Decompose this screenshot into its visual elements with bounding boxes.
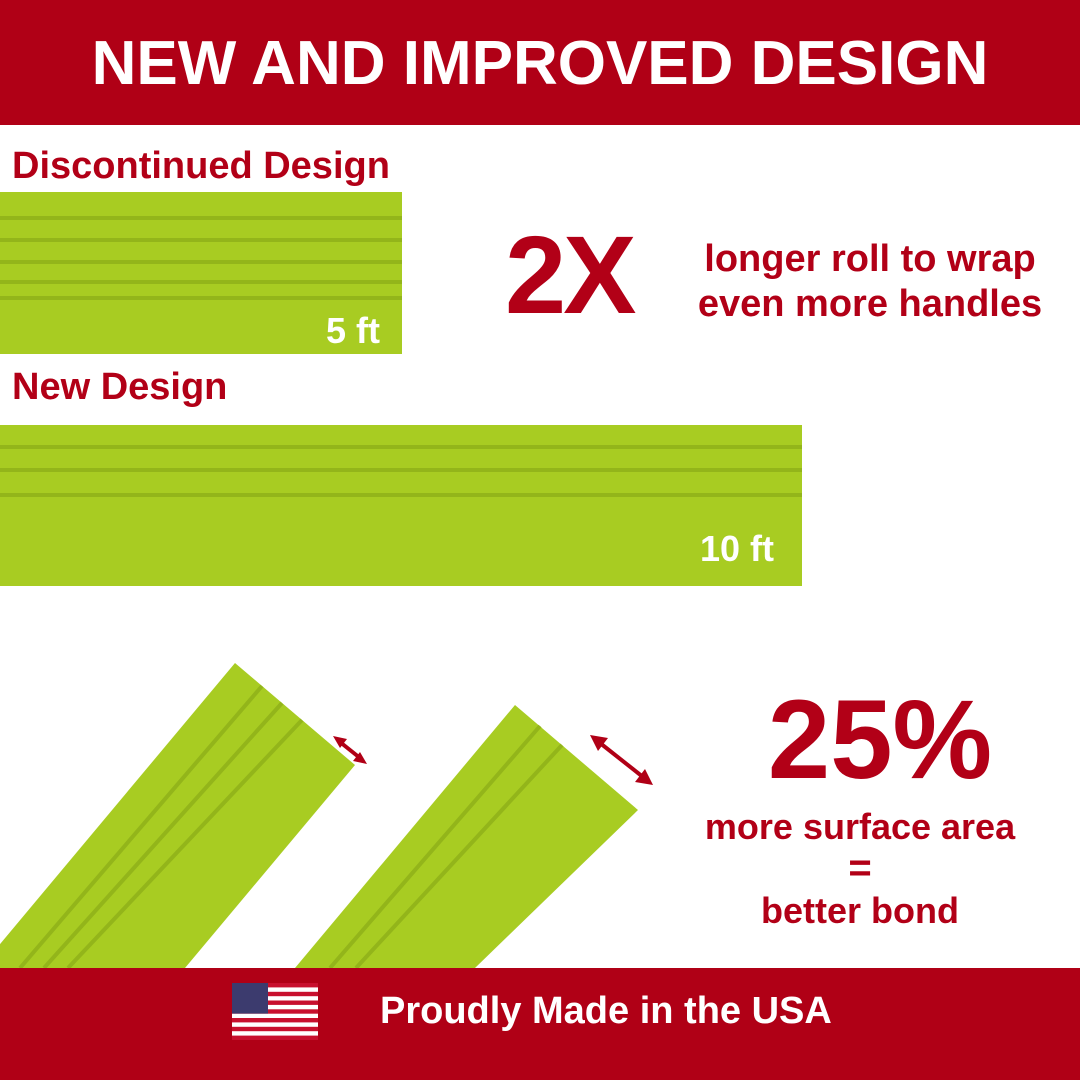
header-title: NEW AND IMPROVED DESIGN [91, 29, 989, 98]
old-tape [0, 192, 402, 354]
diagonal-tapes [0, 663, 653, 968]
surface-line: = [848, 846, 872, 890]
new-label: New Design [12, 366, 228, 408]
footer-band [0, 968, 1080, 1080]
footer-text: Proudly Made in the USA [380, 990, 832, 1032]
old-length: 5 ft [326, 310, 380, 351]
old-label: Discontinued Design [12, 145, 390, 187]
surface-line: more surface area [704, 806, 1016, 847]
percent: 25% [767, 677, 993, 802]
multiplier: 2X [505, 214, 637, 337]
multiplier-line: even more handles [697, 283, 1043, 325]
us-flag [232, 983, 318, 1040]
new-length: 10 ft [699, 528, 774, 569]
new-tape [0, 425, 802, 586]
multiplier-line: longer roll to wrap [704, 238, 1036, 280]
header-band [0, 0, 1080, 125]
surface-line: better bond [761, 890, 959, 931]
